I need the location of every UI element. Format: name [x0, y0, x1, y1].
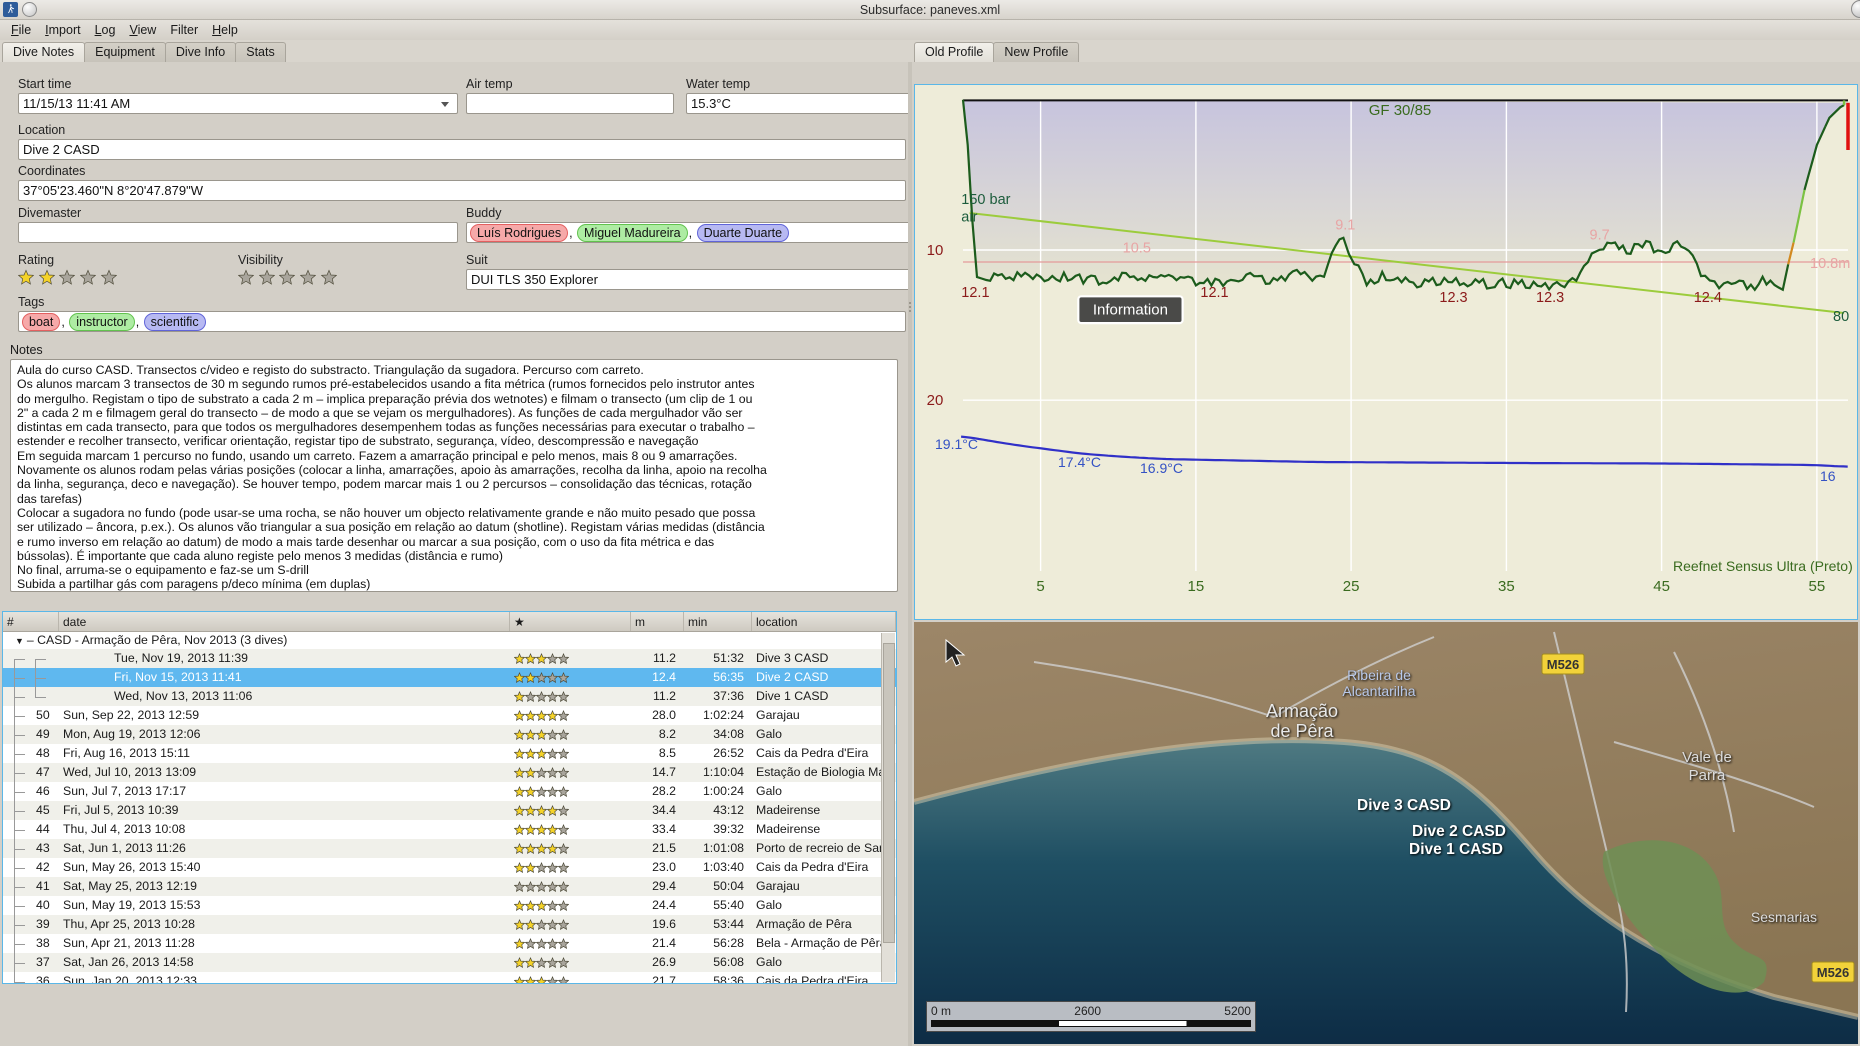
svg-text:Information: Information — [1093, 302, 1168, 319]
svg-text:25: 25 — [1343, 578, 1360, 595]
svg-text:air: air — [961, 210, 977, 226]
svg-text:Dive 3 CASD: Dive 3 CASD — [1357, 797, 1451, 814]
svg-text:12.4: 12.4 — [1694, 290, 1722, 306]
svg-text:45: 45 — [1653, 578, 1670, 595]
svg-text:Dive 2 CASD: Dive 2 CASD — [1412, 823, 1506, 840]
svg-text:17.4°C: 17.4°C — [1058, 454, 1101, 470]
svg-text:12.1: 12.1 — [961, 285, 989, 301]
svg-text:10.8m: 10.8m — [1810, 256, 1850, 272]
svg-text:10: 10 — [927, 242, 944, 259]
svg-text:12.3: 12.3 — [1536, 290, 1564, 306]
svg-text:5: 5 — [1036, 578, 1044, 595]
svg-text:M526: M526 — [1547, 657, 1580, 672]
svg-text:GF 30/85: GF 30/85 — [1369, 102, 1432, 119]
svg-text:Sesmarias: Sesmarias — [1751, 909, 1817, 925]
svg-text:Vale de: Vale de — [1682, 749, 1732, 766]
svg-text:Dive 1 CASD: Dive 1 CASD — [1409, 841, 1503, 858]
svg-text:10.5: 10.5 — [1123, 240, 1151, 256]
svg-text:150 bar: 150 bar — [961, 192, 1010, 208]
svg-text:19.1°C: 19.1°C — [935, 436, 978, 452]
svg-text:16.9°C: 16.9°C — [1140, 460, 1183, 476]
svg-text:Parra: Parra — [1689, 767, 1726, 784]
svg-text:55: 55 — [1809, 578, 1826, 595]
svg-text:9.1: 9.1 — [1335, 217, 1355, 233]
svg-text:15: 15 — [1188, 578, 1205, 595]
svg-text:80: 80 — [1833, 309, 1849, 325]
svg-text:Ribeira de: Ribeira de — [1347, 667, 1411, 683]
svg-text:16: 16 — [1820, 468, 1836, 484]
svg-text:35: 35 — [1498, 578, 1515, 595]
svg-text:Alcantarilha: Alcantarilha — [1342, 683, 1415, 699]
svg-text:Reefnet Sensus Ultra (Preto): Reefnet Sensus Ultra (Preto) — [1673, 558, 1853, 574]
svg-text:20: 20 — [927, 392, 944, 409]
svg-text:9.7: 9.7 — [1590, 228, 1610, 244]
svg-text:M526: M526 — [1817, 965, 1850, 980]
svg-text:de Pêra: de Pêra — [1270, 721, 1334, 741]
svg-text:12.3: 12.3 — [1439, 290, 1467, 306]
svg-text:Armação: Armação — [1266, 701, 1338, 721]
svg-text:12.1: 12.1 — [1200, 285, 1228, 301]
